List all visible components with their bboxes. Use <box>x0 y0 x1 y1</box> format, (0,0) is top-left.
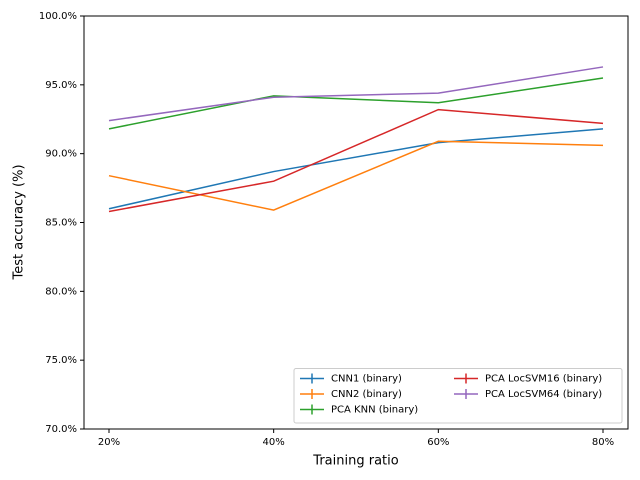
y-tick-label: 95.0% <box>45 80 77 91</box>
y-tick-label: 75.0% <box>45 355 77 366</box>
y-tick-label: 100.0% <box>39 11 77 22</box>
series-line <box>108 66 604 122</box>
x-axis-label: Training ratio <box>312 454 398 469</box>
y-tick-label: 80.0% <box>45 286 77 297</box>
plot-frame <box>83 15 629 430</box>
series-line <box>108 140 604 211</box>
series-line <box>108 108 604 213</box>
series-line <box>108 128 604 210</box>
legend-box <box>293 368 623 424</box>
y-tick-label: 70.0% <box>45 424 77 435</box>
legend-label: CNN1 (binary) <box>331 374 402 385</box>
x-tick-label: 20% <box>98 437 120 448</box>
x-tick-label: 40% <box>263 437 285 448</box>
y-tick-label: 90.0% <box>45 149 77 160</box>
legend-label: PCA LocSVM64 (binary) <box>485 389 602 400</box>
x-tick-label: 60% <box>427 437 449 448</box>
x-tick-label: 80% <box>592 437 614 448</box>
y-axis-label: Test accuracy (%) <box>12 164 27 280</box>
legend-label: CNN2 (binary) <box>331 389 402 400</box>
y-tick-label: 85.0% <box>45 218 77 229</box>
legend-label: PCA LocSVM16 (binary) <box>485 374 602 385</box>
series-line <box>108 77 604 130</box>
legend-label: PCA KNN (binary) <box>331 405 418 416</box>
